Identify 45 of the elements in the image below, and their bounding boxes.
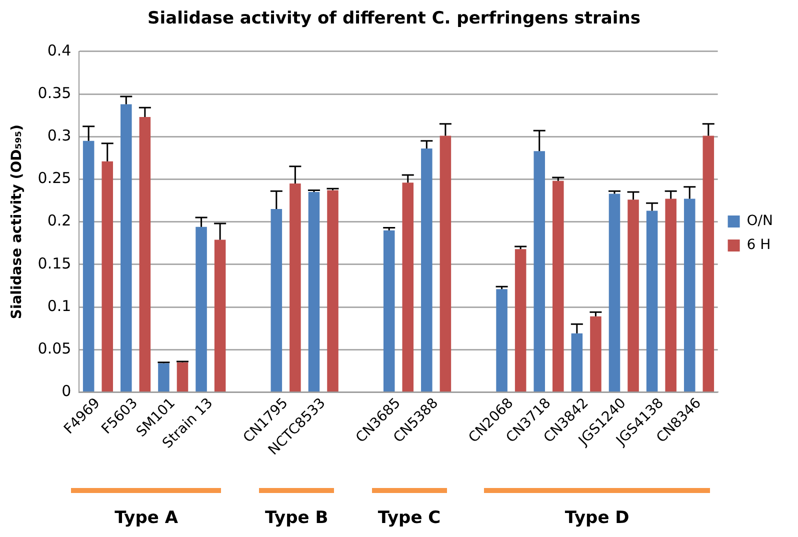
text: Type C [376,508,442,528]
y-tick-label: 0.3 [47,126,72,144]
bar [308,192,320,392]
bar [139,117,151,392]
bar [646,210,658,392]
bar [158,363,170,392]
bar [196,226,207,392]
y-tick-label: 0.4 [47,41,72,60]
bar [514,249,526,392]
bar [383,230,395,392]
bar [327,190,338,392]
text: Type A [114,508,180,528]
bar [214,240,226,392]
bar [534,151,545,392]
y-tick-label: 0.2 [47,212,72,230]
legend-label: O/N [746,213,774,230]
chart-title: Sialidase activity of different C. perfringens strains [148,8,640,29]
text: Type D [564,508,630,528]
bar [82,140,94,392]
bar [571,333,583,392]
bar [628,200,639,392]
bar [102,161,114,392]
bar [440,136,452,392]
y-tick-label: 0.15 [38,254,72,272]
y-tick-label: 0.05 [38,340,72,358]
bar [496,289,508,392]
y-axis-title: Sialidase activity (OD₅₉₅) [9,124,26,320]
bar [608,194,620,392]
bar [665,198,676,392]
bar [702,136,714,392]
y-tick-label: 0.25 [38,169,72,188]
bar [421,148,432,392]
legend-label: 6 H [746,237,771,254]
bar [176,362,188,392]
text: Type B [264,508,330,528]
y-tick-label: 0 [62,382,72,400]
y-tick-label: 0.1 [47,296,72,315]
bar [290,183,301,392]
y-tick-label: 0.35 [38,84,72,102]
bar [684,198,696,392]
bar [552,180,564,392]
bar [402,182,414,392]
bar [270,209,282,392]
bar [120,104,132,392]
bar [590,316,602,392]
